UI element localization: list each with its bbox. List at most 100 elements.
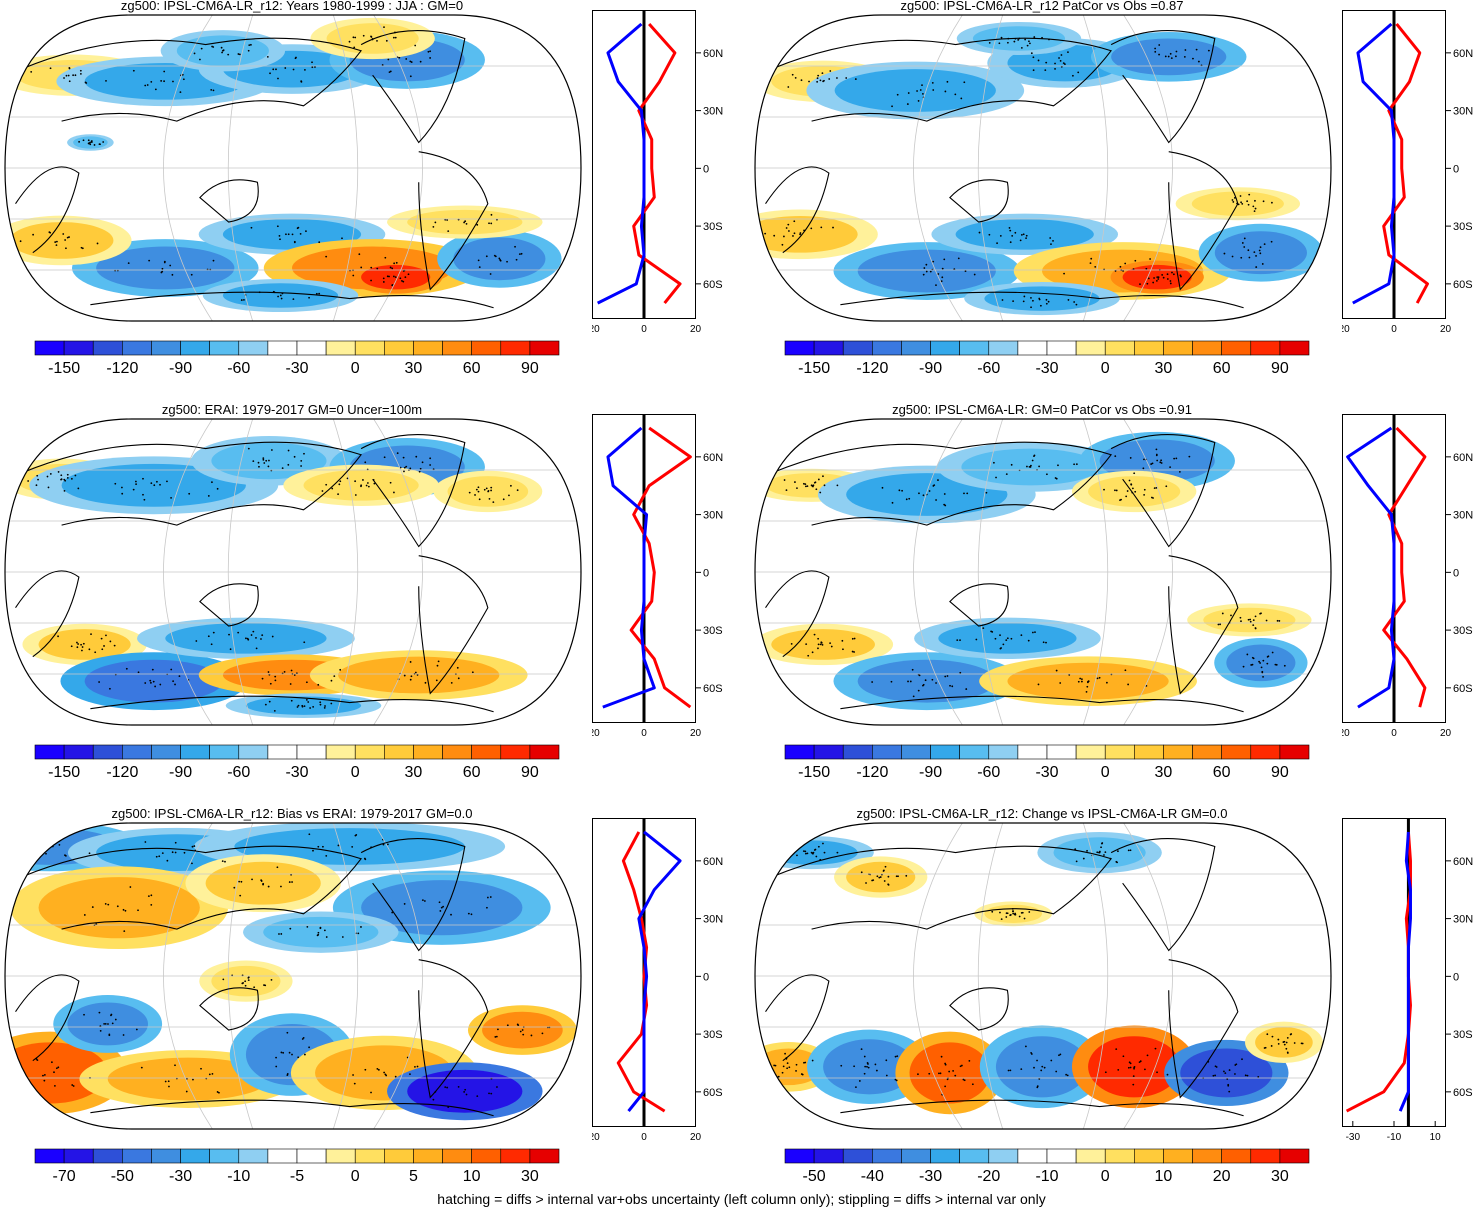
stipple-dot bbox=[89, 141, 91, 144]
stipple-dot bbox=[244, 984, 247, 987]
stipple-dot bbox=[952, 1070, 955, 1072]
colorbar-swatch bbox=[813, 744, 844, 760]
stipple-dot bbox=[74, 474, 77, 477]
coastline bbox=[840, 1099, 1244, 1117]
coastline bbox=[360, 838, 466, 952]
colorbar-swatch bbox=[872, 340, 902, 356]
panel-4: zg500: IPSL-CM6A-LR: GM=0 PatCor vs Obs … bbox=[750, 402, 1483, 807]
stipple-dot bbox=[1026, 44, 1029, 47]
stipple-dot bbox=[1077, 71, 1080, 74]
stipple-dot bbox=[376, 267, 379, 270]
stipple-dot bbox=[1101, 842, 1104, 844]
stipple-dot bbox=[291, 233, 294, 236]
stipple-dot bbox=[1117, 1068, 1120, 1071]
stipple-dot bbox=[1134, 490, 1137, 493]
stipple-dot bbox=[960, 1064, 963, 1067]
stipple-dot bbox=[884, 865, 887, 868]
stipple-dot bbox=[121, 492, 124, 495]
stipple-dot bbox=[788, 1066, 791, 1069]
stipple-dot bbox=[1283, 1043, 1286, 1046]
stipple-dot bbox=[795, 1070, 797, 1072]
stipple-dot bbox=[1248, 256, 1251, 259]
stipple-dot bbox=[966, 492, 969, 495]
stipple-dot bbox=[510, 484, 512, 487]
stipple-dot bbox=[1254, 615, 1257, 618]
stipple-dot bbox=[1025, 237, 1027, 240]
profile-ytick-label: 60S bbox=[1453, 683, 1473, 695]
stipple-dot bbox=[1246, 1074, 1249, 1077]
stipple-dot bbox=[122, 1034, 125, 1036]
stipple-dot bbox=[53, 1084, 56, 1087]
stipple-dot bbox=[403, 674, 406, 677]
stipple-dot bbox=[360, 485, 362, 488]
stipple-dot bbox=[301, 704, 304, 707]
stipple-dot bbox=[367, 485, 370, 488]
stipple-dot bbox=[1274, 663, 1277, 666]
stipple-dot bbox=[388, 275, 390, 278]
stipple-dot bbox=[1067, 51, 1069, 54]
stipple-dot bbox=[1058, 1054, 1060, 1057]
colorbar-swatch bbox=[413, 744, 443, 760]
stipple-dot bbox=[1153, 277, 1155, 279]
colorbar-swatch bbox=[872, 1148, 902, 1164]
stipple-dot bbox=[476, 1095, 479, 1097]
stipple-dot bbox=[924, 679, 927, 682]
stipple-dot bbox=[1086, 685, 1089, 688]
stipple-dot bbox=[506, 1024, 509, 1027]
stipple-dot bbox=[1081, 678, 1083, 680]
stipple-dot bbox=[1075, 303, 1078, 306]
coastline bbox=[15, 166, 80, 254]
colorbar-label: -70 bbox=[53, 1168, 76, 1185]
stipple-dot bbox=[1030, 306, 1032, 309]
stipple-dot bbox=[323, 706, 326, 709]
stipple-dot bbox=[1046, 473, 1048, 476]
stipple-dot bbox=[971, 1083, 974, 1086]
colorbar-label: -30 bbox=[1035, 764, 1058, 781]
colorbar-label: 30 bbox=[1155, 360, 1173, 377]
stipple-dot bbox=[1266, 662, 1269, 665]
stipple-dot bbox=[144, 682, 147, 684]
stipple-dot bbox=[156, 480, 158, 483]
stipple-dot bbox=[813, 633, 816, 636]
colorbar-label: -150 bbox=[798, 764, 830, 781]
stipple-dot bbox=[894, 1078, 897, 1081]
stipple-dot bbox=[1065, 1073, 1068, 1076]
coastline bbox=[765, 974, 830, 1062]
colorbar-swatch bbox=[180, 744, 210, 760]
stipple-dot bbox=[1134, 259, 1137, 262]
stipple-dot bbox=[937, 479, 939, 481]
stipple-dot bbox=[485, 487, 488, 490]
colorbar-label: 10 bbox=[1155, 1168, 1173, 1185]
stipple-dot bbox=[54, 241, 57, 243]
colorbar-label: -40 bbox=[861, 1168, 884, 1185]
stipple-dot bbox=[212, 631, 215, 634]
stipple-dot bbox=[1224, 1072, 1227, 1075]
stipple-dot bbox=[1085, 690, 1088, 693]
stipple-dot bbox=[89, 143, 92, 146]
profile-ytick-label: 60S bbox=[703, 279, 723, 291]
colorbar-label: 60 bbox=[463, 764, 481, 781]
stipple-dot bbox=[1002, 643, 1005, 646]
stipple-dot bbox=[155, 855, 158, 858]
coastline bbox=[15, 974, 80, 1062]
stipple-dot bbox=[1169, 282, 1172, 285]
stipple-dot bbox=[944, 90, 947, 93]
stipple-dot bbox=[796, 854, 798, 857]
map bbox=[4, 822, 582, 1130]
stipple-dot bbox=[1005, 473, 1008, 476]
stipple-dot bbox=[30, 70, 33, 73]
stipple-dot bbox=[1247, 203, 1250, 206]
stipple-dot bbox=[793, 232, 796, 235]
coastline bbox=[1110, 434, 1216, 548]
stipple-dot bbox=[988, 233, 991, 236]
stipple-dot bbox=[79, 72, 82, 75]
colorbar-label: -60 bbox=[977, 764, 1000, 781]
stipple-dot bbox=[1240, 201, 1243, 204]
stipple-dot bbox=[1155, 453, 1158, 456]
stipple-dot bbox=[410, 61, 413, 63]
stipple-dot bbox=[318, 241, 321, 244]
stipple-dot bbox=[314, 66, 316, 68]
stipple-dot bbox=[229, 648, 232, 651]
stipple-dot bbox=[386, 275, 389, 278]
stipple-dot bbox=[499, 259, 502, 262]
